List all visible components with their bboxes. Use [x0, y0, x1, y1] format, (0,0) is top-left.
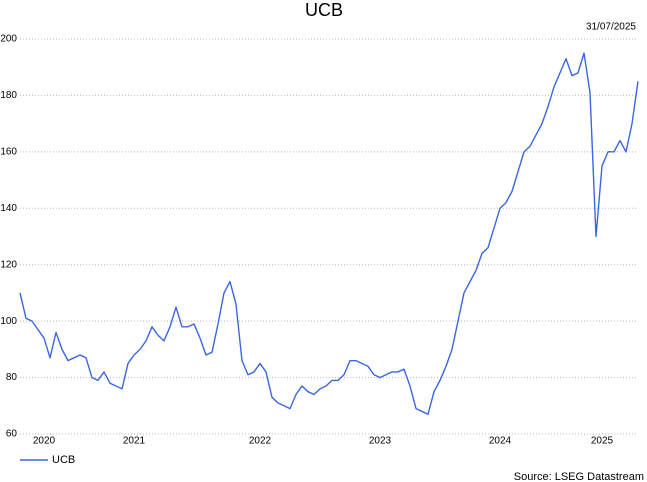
- x-tick-label: 2023: [369, 436, 392, 447]
- y-tick-label: 140: [0, 203, 17, 214]
- y-tick-label: 80: [6, 372, 18, 383]
- y-tick-label: 160: [0, 146, 17, 157]
- x-tick-label: 2021: [123, 436, 146, 447]
- x-tick-label: 2024: [489, 436, 512, 447]
- y-tick-label: 200: [0, 34, 17, 45]
- source-note: Source: LSEG Datastream: [514, 471, 644, 482]
- y-tick-label: 100: [0, 316, 17, 327]
- legend-label: UCB: [52, 454, 75, 466]
- date-annotation: 31/07/2025: [586, 22, 636, 33]
- y-tick-label: 180: [0, 90, 17, 101]
- x-tick-label: 2025: [591, 436, 614, 447]
- price-line: [19, 52, 639, 415]
- y-tick-label: 120: [0, 259, 17, 270]
- chart-title: UCB: [305, 0, 343, 20]
- x-tick-label: 2020: [33, 436, 56, 447]
- y-tick-label: 60: [6, 429, 18, 440]
- x-tick-label: 2022: [249, 436, 272, 447]
